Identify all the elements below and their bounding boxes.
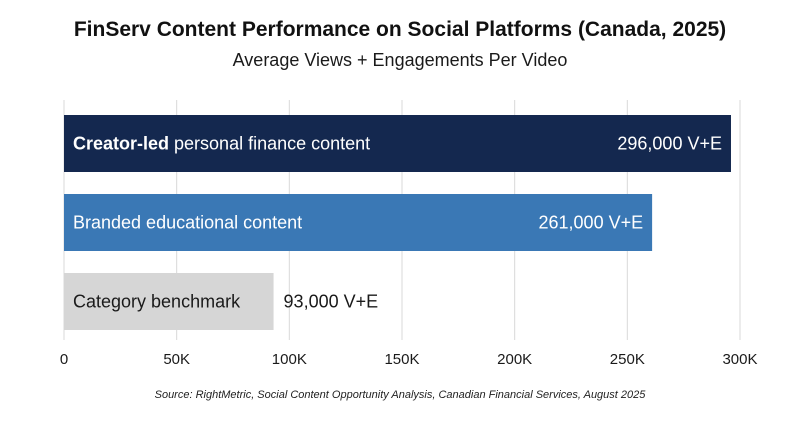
x-tick-label: 250K [610,351,645,368]
x-tick-label: 200K [497,351,532,368]
bar [64,115,731,172]
chart-subtitle: Average Views + Engagements Per Video [232,50,568,70]
x-tick-label: 150K [384,351,419,368]
data-label: 261,000 V+E [539,213,644,233]
category-label: Creator-led personal finance content [73,134,370,154]
x-tick-label: 0 [60,351,68,368]
x-tick-label: 50K [163,351,190,368]
chart-title: FinServ Content Performance on Social Pl… [73,18,727,41]
bar [64,273,274,330]
x-tick-label: 300K [722,351,757,368]
data-label: 296,000 V+E [617,134,722,154]
source-note: Source: RightMetric, Social Content Oppo… [154,389,646,401]
data-label: 93,000 V+E [284,292,379,312]
category-label: Category benchmark [73,292,241,312]
x-tick-label: 100K [272,351,307,368]
bar [64,194,653,251]
category-label: Branded educational content [73,213,302,233]
